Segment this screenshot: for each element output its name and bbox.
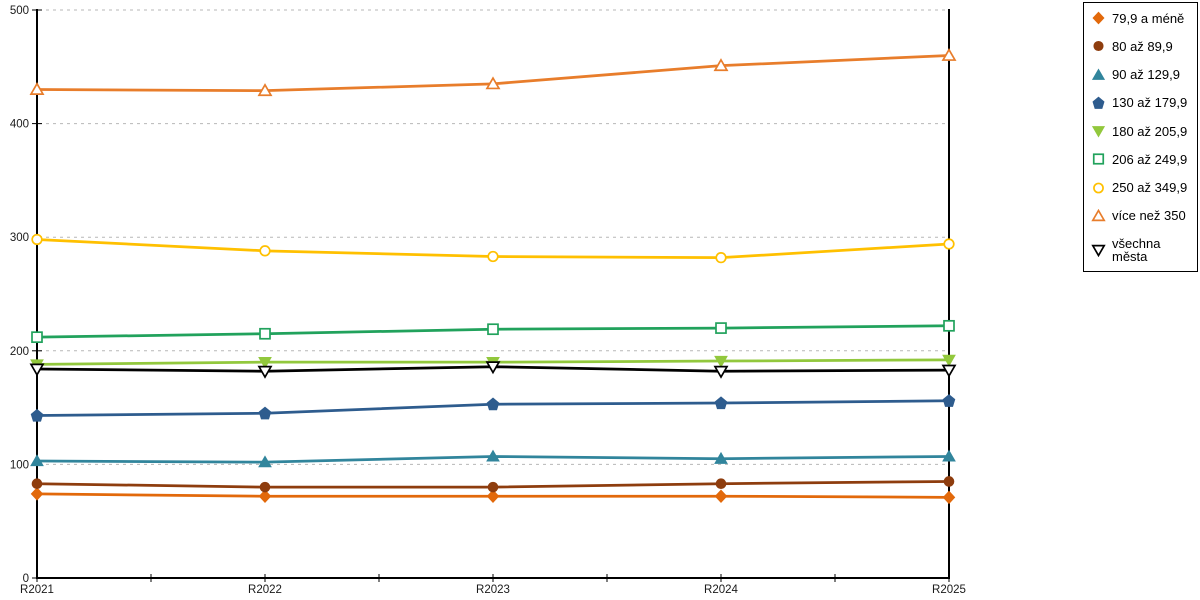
- circle-legend-marker-icon: [1091, 39, 1106, 53]
- legend-item[interactable]: 79,9 a méně: [1091, 11, 1195, 25]
- legend-item[interactable]: 206 až 249,9: [1091, 152, 1195, 166]
- pentagon-marker-icon: [30, 408, 44, 422]
- triangle-down-legend-marker-icon: [1091, 243, 1106, 257]
- circle-marker-icon: [943, 476, 955, 487]
- triangle-up-marker-icon: [1091, 67, 1106, 80]
- legend-item[interactable]: 90 až 129,9: [1091, 67, 1195, 82]
- legend-item-label: 79,9 a méně: [1112, 10, 1185, 26]
- legend-item[interactable]: 80 až 89,9: [1091, 39, 1195, 53]
- legend-item-label: 206 až 249,9: [1112, 151, 1188, 167]
- legend-item[interactable]: 250 až 349,9: [1091, 181, 1195, 195]
- triangle-down-legend-marker-icon: [1091, 124, 1106, 138]
- triangle-up-marker-icon: [713, 58, 729, 72]
- pentagon-marker-icon: [486, 397, 500, 411]
- y-axis-tick-label: 500: [10, 5, 29, 17]
- triangle-up-marker-icon: [714, 451, 728, 464]
- x-axis-tick-label: R2021: [20, 584, 54, 596]
- triangle-up-marker-icon: [941, 47, 957, 61]
- circle-legend-marker-icon: [1091, 181, 1106, 195]
- triangle-down-marker-icon: [1091, 244, 1106, 257]
- diamond-marker-icon: [30, 487, 44, 501]
- triangle-down-marker-icon: [258, 357, 272, 369]
- pentagon-marker-icon: [258, 406, 272, 420]
- triangle-up-marker-icon: [29, 82, 45, 95]
- square-marker-icon: [31, 331, 43, 344]
- circle-marker-icon: [31, 478, 43, 490]
- triangle-down-marker-icon: [257, 365, 273, 379]
- pentagon-marker-icon: [1092, 96, 1105, 109]
- x-axis-tick-label: R2022: [248, 584, 282, 596]
- triangle-down-marker-icon: [713, 365, 729, 379]
- circle-marker-icon: [259, 481, 271, 493]
- legend-item[interactable]: všechna města: [1091, 237, 1195, 263]
- circle-marker-icon: [943, 238, 955, 250]
- diamond-marker-icon: [486, 489, 500, 503]
- legend-item-label: 90 až 129,9: [1112, 67, 1180, 82]
- diamond-marker-icon: [714, 489, 728, 503]
- y-axis-tick-label: 200: [10, 346, 29, 358]
- triangle-down-marker-icon: [941, 364, 957, 378]
- triangle-up-marker-icon: [258, 455, 272, 468]
- legend-item-label: více než 350: [1112, 208, 1186, 224]
- triangle-up-marker-icon: [486, 449, 500, 462]
- circle-marker-icon: [1093, 182, 1104, 193]
- triangle-down-marker-icon: [714, 355, 728, 368]
- pentagon-marker-icon: [714, 396, 728, 410]
- legend-item[interactable]: 180 až 205,9: [1091, 124, 1195, 138]
- y-axis-tick-label: 0: [23, 573, 29, 585]
- legend-item[interactable]: 130 až 179,9: [1091, 96, 1195, 110]
- circle-marker-icon: [715, 478, 727, 490]
- legend-item-label: 80 až 89,9: [1112, 38, 1173, 54]
- x-axis-tick-label: R2024: [704, 584, 738, 596]
- square-marker-icon: [943, 319, 955, 332]
- x-axis-tick-label: R2023: [476, 584, 510, 596]
- square-marker-icon: [715, 322, 727, 334]
- diamond-marker-icon: [258, 489, 272, 503]
- triangle-up-marker-icon: [485, 76, 501, 90]
- legend-item-label: 250 až 349,9: [1112, 180, 1188, 195]
- square-marker-icon: [259, 327, 271, 340]
- triangle-up-marker-icon: [942, 449, 956, 462]
- y-axis-tick-label: 300: [10, 232, 29, 244]
- circle-marker-icon: [487, 481, 499, 493]
- circle-marker-icon: [1093, 41, 1104, 52]
- triangle-down-marker-icon: [1091, 126, 1106, 138]
- legend-item-label: 180 až 205,9: [1112, 123, 1188, 139]
- diamond-marker-icon: [1092, 11, 1105, 25]
- square-marker-icon: [487, 323, 499, 336]
- circle-marker-icon: [487, 250, 499, 263]
- circle-marker-icon: [31, 233, 43, 246]
- chart-legend: 79,9 a méně 80 až 89,9 90 až 129,9 130 až 1…: [1083, 2, 1198, 272]
- legend-item[interactable]: více než 350: [1091, 208, 1195, 224]
- triangle-up-marker-icon: [257, 83, 273, 97]
- pentagon-legend-marker-icon: [1091, 96, 1106, 110]
- diamond-legend-marker-icon: [1091, 11, 1106, 25]
- x-axis-tick-label: R2025: [932, 584, 966, 596]
- pentagon-marker-icon: [942, 394, 956, 407]
- triangle-down-marker-icon: [485, 361, 501, 375]
- legend-item-label: všechna města: [1112, 236, 1161, 264]
- triangle-up-marker-icon: [30, 454, 44, 467]
- diamond-marker-icon: [942, 490, 956, 505]
- triangle-up-marker-icon: [1091, 208, 1106, 221]
- y-axis-tick-label: 100: [10, 459, 29, 471]
- legend-item-label: 130 až 179,9: [1112, 95, 1188, 111]
- square-legend-marker-icon: [1091, 152, 1106, 166]
- triangle-down-marker-icon: [29, 363, 45, 377]
- circle-marker-icon: [259, 245, 271, 257]
- circle-marker-icon: [715, 251, 727, 264]
- triangle-down-marker-icon: [942, 354, 956, 367]
- square-marker-icon: [1092, 153, 1105, 165]
- triangle-up-legend-marker-icon: [1091, 67, 1106, 82]
- triangle-up-legend-marker-icon: [1091, 208, 1106, 223]
- y-axis-tick-label: 400: [10, 119, 29, 131]
